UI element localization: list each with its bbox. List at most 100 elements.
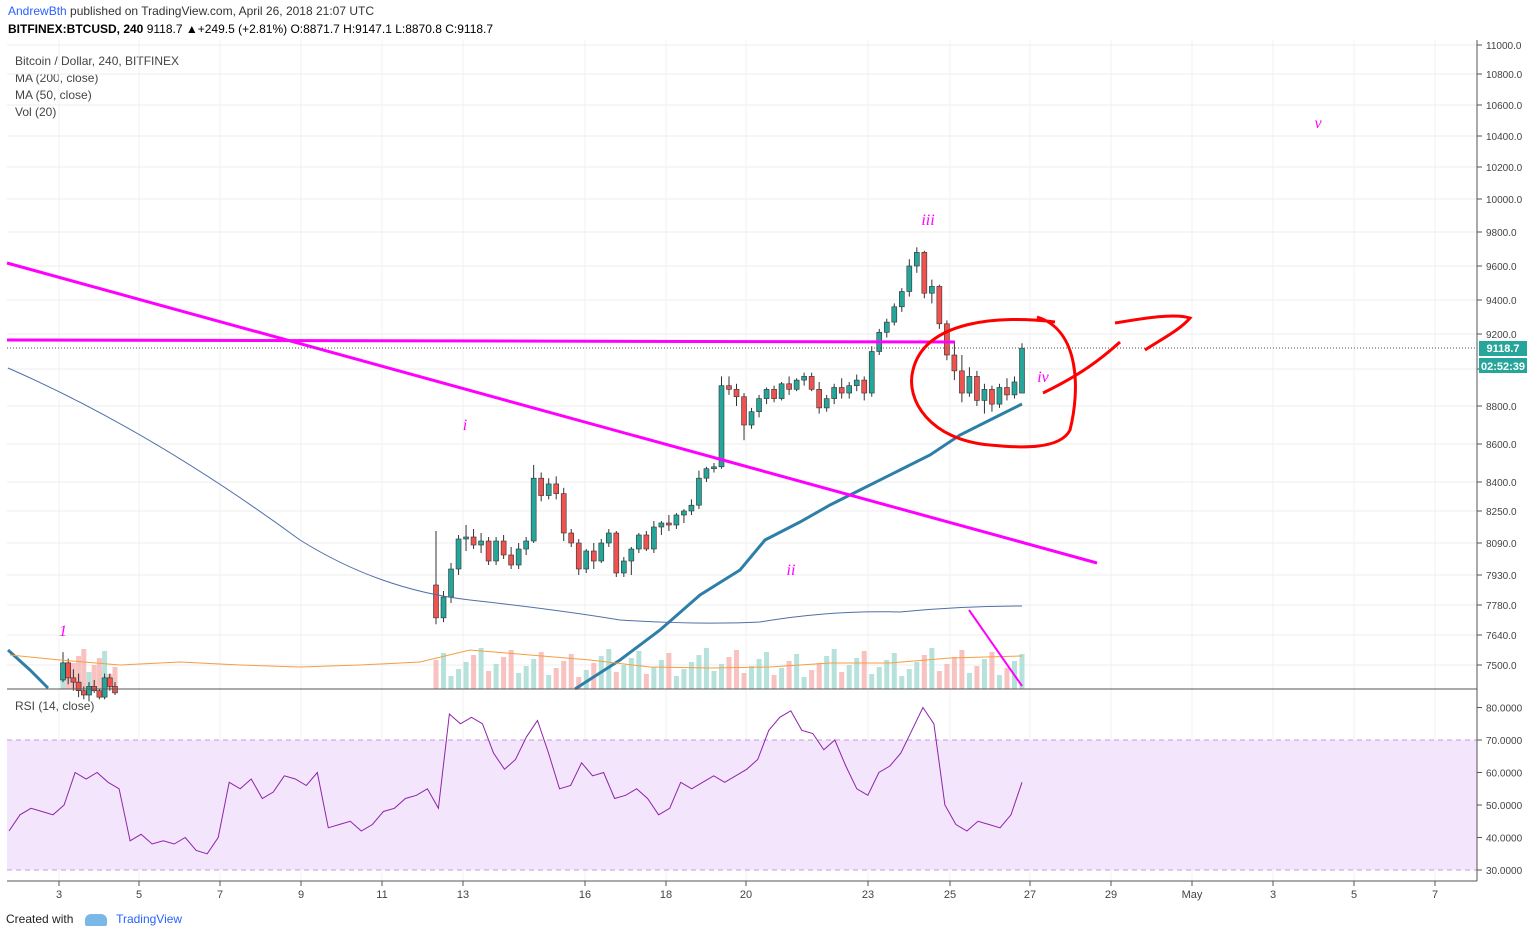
volume-bar <box>1004 668 1010 689</box>
volume-bar <box>86 672 92 689</box>
legend-title[interactable]: Bitcoin / Dollar, 240, BITFINEX <box>15 54 180 68</box>
volume-bar <box>628 658 634 689</box>
trendline-descending <box>6 261 1098 565</box>
rsi-tick-label: 30.0000 <box>1486 866 1523 877</box>
rsi-tick-label: 80.0000 <box>1486 704 1523 715</box>
volume-bar <box>884 660 890 689</box>
candle-body <box>636 534 642 550</box>
candle-body <box>485 540 492 562</box>
candle-body <box>538 477 544 496</box>
rsi-legend[interactable]: RSI (14, close) <box>15 699 95 713</box>
volume-bar <box>102 651 108 689</box>
volume-bar <box>824 656 830 689</box>
candle-body <box>733 389 740 398</box>
price-tick-label: 8090.0 <box>1486 539 1517 550</box>
candle-body <box>996 387 1003 405</box>
rsi-tick-label: 50.0000 <box>1486 801 1523 812</box>
candle-body <box>921 252 928 294</box>
price-tick-label: 7500.0 <box>1486 661 1517 672</box>
candle-body <box>523 540 529 550</box>
candle-body <box>944 323 950 356</box>
symbol-quote: BITFINEX:BTCUSD, 240 9118.7 ▲+249.5 (+2.… <box>8 22 493 36</box>
footer: Created with TradingView <box>6 912 182 926</box>
volume-bar <box>76 656 82 689</box>
candle-body <box>81 690 87 696</box>
annotation-arrow-head <box>1114 314 1193 352</box>
price-tick-label: 7780.0 <box>1486 601 1517 612</box>
publish-info: AndrewBth published on TradingView.com, … <box>8 4 374 18</box>
price-tick-label: 9800.0 <box>1486 228 1517 239</box>
volume-bar <box>486 671 492 689</box>
candle-body <box>613 532 620 574</box>
volume-bar <box>974 666 980 689</box>
price-tick-label: 8600.0 <box>1486 440 1517 451</box>
wave-label: 1 <box>59 623 67 640</box>
candle-body <box>936 286 943 325</box>
candle-body <box>545 483 552 496</box>
ma200-curve <box>7 367 1023 624</box>
footer-brand-link[interactable]: TradingView <box>116 912 183 926</box>
last-price-tag <box>1479 341 1527 356</box>
candle-body <box>666 522 672 526</box>
candle-body <box>628 548 635 562</box>
candle-body <box>711 466 717 469</box>
volume-bar <box>929 648 935 689</box>
candle-body <box>741 396 747 426</box>
author-name[interactable]: AndrewBth <box>8 4 67 18</box>
time-tick-label: 11 <box>376 889 387 901</box>
volume-bar <box>981 659 987 689</box>
time-tick-label: 5 <box>1351 889 1357 901</box>
grid <box>7 40 1477 881</box>
candle-body <box>898 291 905 308</box>
candle-body <box>974 376 980 401</box>
candle-body <box>838 387 845 394</box>
volume-bar <box>726 657 732 689</box>
volume-bar <box>966 673 972 689</box>
volume-bar <box>906 669 912 689</box>
rsi-tick-label: 60.0000 <box>1486 769 1523 780</box>
legend-ma50[interactable]: MA (50, close) <box>15 88 92 102</box>
volume-bar <box>914 662 920 689</box>
wave-label: ii <box>787 562 796 579</box>
footer-created: Created with <box>6 912 74 926</box>
candle-body <box>658 522 665 528</box>
time-tick-label: 5 <box>136 889 142 901</box>
volume-bar <box>936 671 942 689</box>
candle-body <box>861 379 868 394</box>
candle-body <box>778 383 785 399</box>
candle-body <box>455 538 462 570</box>
price-tick-label: 7930.0 <box>1486 571 1517 582</box>
price-axis-ticks: 11000.0 10800.0 10600.0 10400.0 10200.0 10000… <box>1477 41 1523 672</box>
candle-body <box>70 677 77 683</box>
candle-body <box>500 540 507 556</box>
time-tick-label: 29 <box>1105 889 1117 901</box>
volume-bar <box>854 658 860 689</box>
candle-body <box>433 584 439 619</box>
candle-body <box>530 477 537 542</box>
volume-bar <box>764 652 770 689</box>
candle-body <box>883 321 890 333</box>
candle-body <box>107 677 113 687</box>
candle-body <box>959 370 965 394</box>
volume-bar <box>448 676 454 689</box>
tradingview-cloud-icon <box>84 913 107 926</box>
candle-body <box>688 504 695 512</box>
candle-body <box>60 662 66 681</box>
time-tick-label: 27 <box>1024 889 1036 901</box>
ma50-left-segment <box>6 648 50 690</box>
volume-bar <box>621 665 627 689</box>
candle-body <box>981 389 988 401</box>
volume-bar <box>501 657 507 689</box>
legend-vol[interactable]: Vol (20) <box>15 105 57 119</box>
volume-bar <box>553 668 559 689</box>
volume-ma-line <box>9 649 1023 669</box>
candle-body <box>86 686 92 696</box>
candle-body <box>868 351 875 394</box>
price-tick-label: 8800.0 <box>1486 402 1517 413</box>
volume-bar <box>951 657 957 689</box>
volume-bar <box>546 675 552 689</box>
candle-body <box>1004 387 1010 396</box>
price-tick-label: 10800.0 <box>1486 70 1523 81</box>
price-tick-label: 10400.0 <box>1486 132 1523 143</box>
